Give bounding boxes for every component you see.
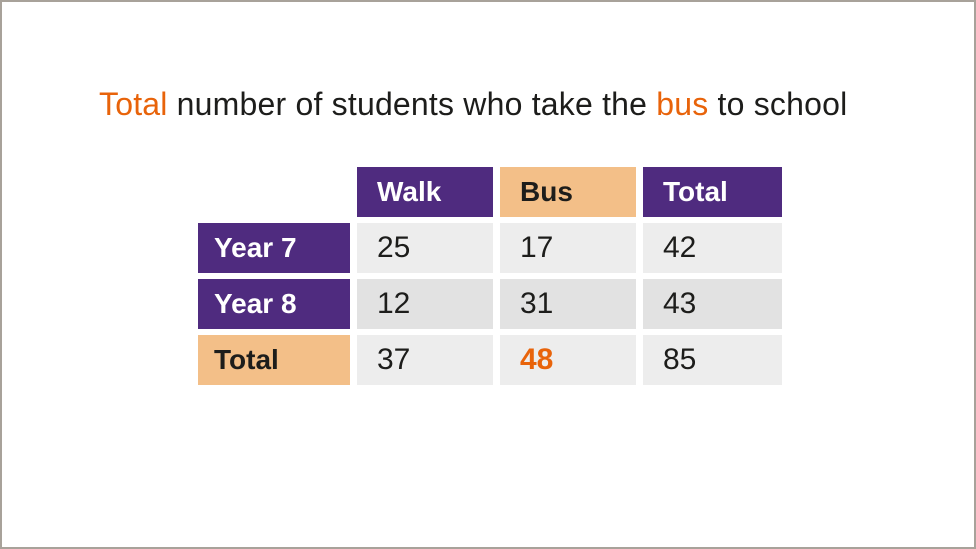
col-header-total: Total: [643, 167, 782, 217]
cell-year7-total: 42: [643, 223, 782, 273]
table-corner-cell: [198, 167, 350, 217]
cell-year7-walk: 25: [357, 223, 493, 273]
col-header-bus: Bus: [500, 167, 636, 217]
title-text-middle: number of students who take the: [167, 86, 657, 122]
col-header-walk: Walk: [357, 167, 493, 217]
cell-year8-bus: 31: [500, 279, 636, 329]
row-header-total: Total: [198, 335, 350, 385]
title-text-end: to school: [708, 86, 848, 122]
two-way-table: Walk Bus Total Year 7 25 17 42 Year 8 12…: [198, 167, 782, 385]
cell-year7-bus: 17: [500, 223, 636, 273]
cell-total-total: 85: [643, 335, 782, 385]
cell-year8-walk: 12: [357, 279, 493, 329]
title-highlight-total: Total: [99, 86, 168, 122]
cell-total-walk: 37: [357, 335, 493, 385]
page-title: Total number of students who take the bu…: [99, 86, 847, 123]
row-header-year-8: Year 8: [198, 279, 350, 329]
title-highlight-bus: bus: [656, 86, 709, 122]
cell-total-bus-highlighted: 48: [500, 335, 636, 385]
cell-year8-total: 43: [643, 279, 782, 329]
row-header-year-7: Year 7: [198, 223, 350, 273]
